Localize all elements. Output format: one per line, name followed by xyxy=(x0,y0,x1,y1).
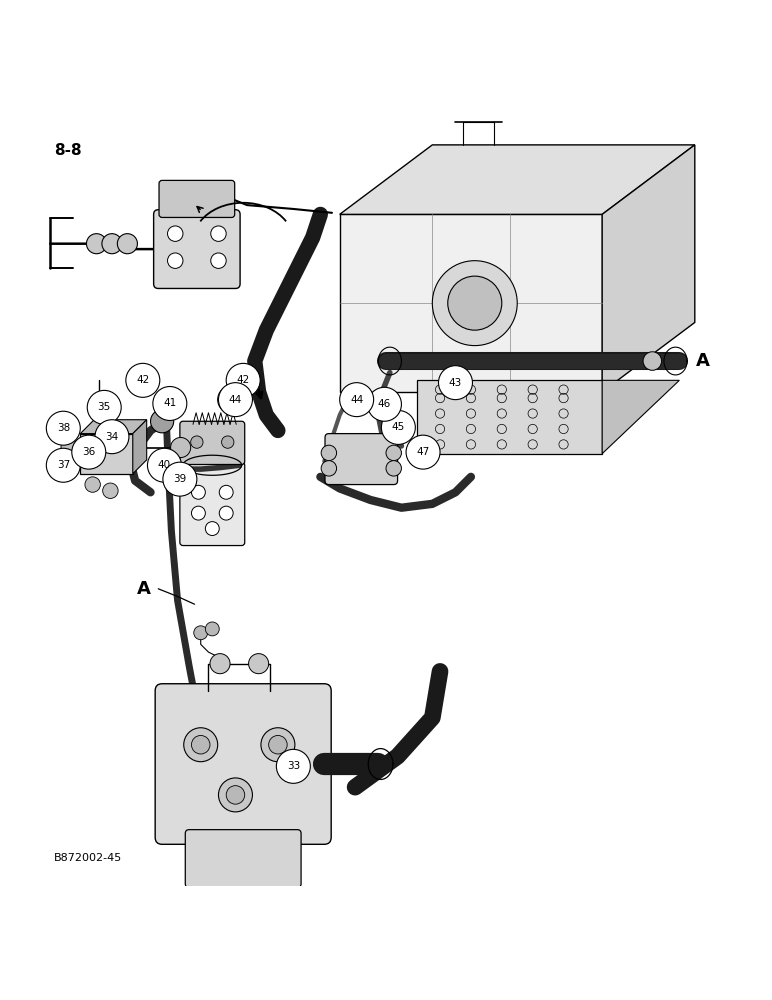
FancyBboxPatch shape xyxy=(180,462,245,546)
Text: 35: 35 xyxy=(97,402,111,412)
Text: 45: 45 xyxy=(391,422,405,432)
Circle shape xyxy=(261,728,295,762)
Circle shape xyxy=(205,622,219,636)
FancyBboxPatch shape xyxy=(155,684,331,844)
Circle shape xyxy=(210,654,230,674)
Circle shape xyxy=(103,483,118,498)
Circle shape xyxy=(117,234,137,254)
Polygon shape xyxy=(133,420,147,474)
Circle shape xyxy=(321,445,337,461)
Text: 43: 43 xyxy=(449,378,462,388)
Circle shape xyxy=(153,387,187,420)
Text: 38: 38 xyxy=(56,423,70,433)
Circle shape xyxy=(126,363,160,397)
Text: 40: 40 xyxy=(157,460,171,470)
Circle shape xyxy=(171,437,191,458)
Polygon shape xyxy=(340,145,695,214)
Text: 44: 44 xyxy=(229,395,242,405)
Circle shape xyxy=(95,420,129,454)
FancyBboxPatch shape xyxy=(325,434,398,485)
Text: 42: 42 xyxy=(136,375,150,385)
Circle shape xyxy=(184,728,218,762)
Circle shape xyxy=(87,390,121,424)
FancyBboxPatch shape xyxy=(180,421,245,464)
Polygon shape xyxy=(417,380,602,454)
Text: 47: 47 xyxy=(416,447,430,457)
Circle shape xyxy=(191,436,203,448)
Circle shape xyxy=(205,522,219,536)
Circle shape xyxy=(643,352,662,370)
Circle shape xyxy=(191,506,205,520)
Text: 42: 42 xyxy=(236,375,250,385)
Polygon shape xyxy=(340,214,602,392)
Text: 33: 33 xyxy=(286,761,300,771)
Circle shape xyxy=(222,436,234,448)
Circle shape xyxy=(211,253,226,268)
Circle shape xyxy=(340,383,374,417)
Polygon shape xyxy=(602,380,679,454)
Text: B872002-45: B872002-45 xyxy=(54,853,122,863)
Circle shape xyxy=(61,453,78,470)
Circle shape xyxy=(226,363,260,397)
Text: 39: 39 xyxy=(173,474,187,484)
FancyBboxPatch shape xyxy=(154,210,240,288)
Circle shape xyxy=(386,445,401,461)
FancyBboxPatch shape xyxy=(185,830,301,888)
Circle shape xyxy=(168,226,183,241)
Circle shape xyxy=(102,234,122,254)
Circle shape xyxy=(72,435,106,469)
Circle shape xyxy=(218,386,245,414)
Circle shape xyxy=(219,506,233,520)
FancyBboxPatch shape xyxy=(159,180,235,217)
Circle shape xyxy=(276,749,310,783)
Circle shape xyxy=(61,439,78,456)
Circle shape xyxy=(269,735,287,754)
Circle shape xyxy=(226,786,245,804)
Circle shape xyxy=(448,276,502,330)
Circle shape xyxy=(211,226,226,241)
Circle shape xyxy=(46,411,80,445)
Circle shape xyxy=(218,383,252,417)
Polygon shape xyxy=(80,434,133,474)
Text: 34: 34 xyxy=(105,432,119,442)
Circle shape xyxy=(191,735,210,754)
Circle shape xyxy=(406,435,440,469)
Text: 41: 41 xyxy=(163,398,177,408)
Circle shape xyxy=(381,410,415,444)
Circle shape xyxy=(386,461,401,476)
Circle shape xyxy=(168,253,183,268)
Circle shape xyxy=(432,261,517,346)
Text: 44: 44 xyxy=(350,395,364,405)
Circle shape xyxy=(147,448,181,482)
Polygon shape xyxy=(80,420,147,434)
Text: A: A xyxy=(696,352,710,370)
Circle shape xyxy=(85,477,100,492)
Circle shape xyxy=(46,448,80,482)
Circle shape xyxy=(321,461,337,476)
Circle shape xyxy=(191,485,205,499)
Text: A: A xyxy=(137,580,151,598)
Text: 36: 36 xyxy=(82,447,96,457)
Circle shape xyxy=(163,462,197,496)
Circle shape xyxy=(151,410,174,433)
Circle shape xyxy=(218,778,252,812)
Circle shape xyxy=(367,387,401,421)
Circle shape xyxy=(194,626,208,640)
Circle shape xyxy=(249,654,269,674)
Circle shape xyxy=(219,485,233,499)
Polygon shape xyxy=(602,145,695,392)
Circle shape xyxy=(438,366,472,400)
Text: 37: 37 xyxy=(56,460,70,470)
Text: 46: 46 xyxy=(378,399,391,409)
Text: 8-8: 8-8 xyxy=(54,143,82,158)
Circle shape xyxy=(86,234,107,254)
